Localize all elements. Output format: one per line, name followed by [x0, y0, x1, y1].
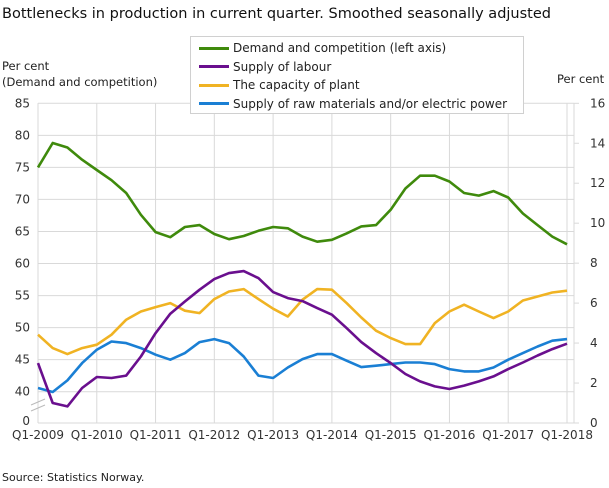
legend-item: Supply of raw materials and/or electric … — [191, 95, 523, 114]
right-tick-label: 10 — [590, 216, 605, 230]
legend-swatch — [199, 83, 229, 87]
left-tick-label: 60 — [15, 257, 30, 271]
source-note: Source: Statistics Norway. — [2, 471, 145, 484]
x-tick-label: Q1-2015 — [365, 428, 417, 442]
legend-label: Supply of labour — [233, 59, 332, 74]
left-tick-label: 80 — [15, 128, 30, 142]
x-tick-label: Q1-2014 — [306, 428, 358, 442]
legend-item: The capacity of plant — [191, 76, 523, 95]
chart-title: Bottlenecks in production in current qua… — [2, 6, 551, 22]
left-tick-label: 45 — [15, 353, 30, 367]
series-line-4 — [37, 337, 568, 394]
axis-break-mark — [30, 404, 46, 412]
legend-swatch — [199, 46, 229, 50]
x-tick-label: Q1-2009 — [12, 428, 64, 442]
right-tick-label: 14 — [590, 136, 605, 150]
left-tick-label: 65 — [15, 224, 30, 238]
left-tick-label: 50 — [15, 321, 30, 335]
x-tick-label: Q1-2013 — [247, 428, 299, 442]
legend-swatch — [199, 102, 229, 106]
right-tick-label: 6 — [590, 296, 598, 310]
legend-item: Demand and competition (left axis) — [191, 39, 523, 58]
x-tick-label: Q1-2016 — [423, 428, 475, 442]
right-tick-label: 16 — [590, 96, 605, 110]
right-tick-label: 8 — [590, 256, 598, 270]
left-tick-label: 70 — [15, 192, 30, 206]
right-tick-label: 12 — [590, 176, 605, 190]
legend-label: The capacity of plant — [233, 78, 360, 93]
x-tick-label: Q1-2018 — [541, 428, 593, 442]
series-line-3 — [37, 287, 568, 356]
legend-item: Supply of labour — [191, 58, 523, 77]
legend: Demand and competition (left axis) Supply… — [190, 36, 524, 114]
left-tick-label: 55 — [15, 289, 30, 303]
legend-label: Demand and competition (left axis) — [233, 41, 447, 56]
x-tick-label: Q1-2012 — [188, 428, 240, 442]
left-tick-label: 40 — [15, 385, 30, 399]
left-tick-label: 75 — [15, 160, 30, 174]
axis-break-mark — [30, 398, 46, 406]
right-tick-label: 2 — [590, 376, 598, 390]
x-tick-label: Q1-2017 — [482, 428, 534, 442]
left-tick-label: 0 — [22, 414, 30, 428]
legend-label: Supply of raw materials and/or electric … — [233, 96, 508, 111]
x-tick-label: Q1-2010 — [71, 428, 123, 442]
left-axis-label-sub: (Demand and competition) — [2, 75, 158, 89]
right-axis-label: Per cent — [557, 72, 605, 86]
left-tick-label: 85 — [15, 96, 30, 110]
series-line-1 — [36, 141, 568, 246]
legend-swatch — [199, 65, 229, 69]
left-axis-label: Per cent — [2, 59, 50, 73]
right-tick-label: 4 — [590, 336, 598, 350]
right-tick-label: 0 — [590, 416, 598, 430]
x-tick-label: Q1-2011 — [130, 428, 182, 442]
series-line-2 — [36, 269, 568, 408]
